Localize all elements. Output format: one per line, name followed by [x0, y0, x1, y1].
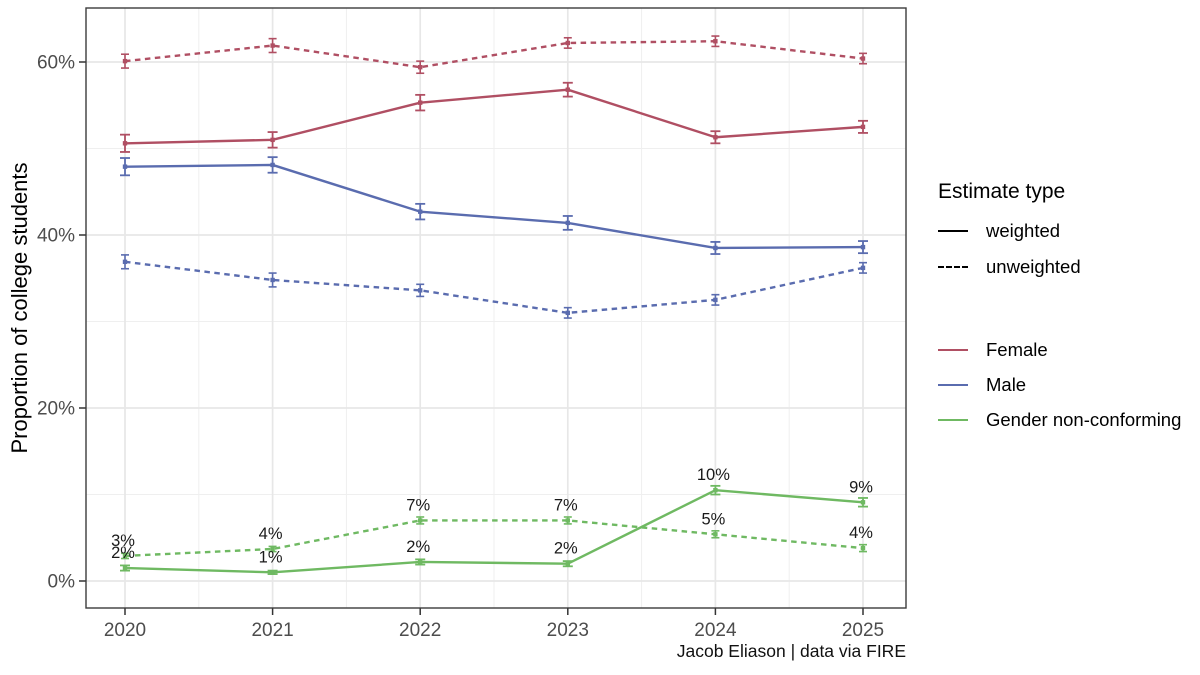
y-tick-label-60%: 60%: [37, 53, 75, 74]
data-point: [122, 565, 128, 571]
x-tick-label-2023: 2023: [547, 620, 589, 641]
series-line-male-unweighted: [124, 260, 864, 315]
y-tick-label-20%: 20%: [37, 399, 75, 420]
male-color-key-icon: [938, 384, 968, 386]
x-tick-label-2024: 2024: [694, 620, 737, 641]
legend-item-label: Female: [986, 339, 1048, 360]
solid-line-key-icon: [938, 230, 968, 232]
data-point: [122, 164, 128, 169]
data-point: [270, 43, 275, 48]
data-label: 1%: [259, 548, 283, 566]
data-point: [565, 40, 570, 46]
data-point: [122, 259, 128, 265]
series-line-female-weighted: [124, 88, 864, 145]
data-point: [418, 64, 423, 70]
gender-non-conforming-color-key-icon: [938, 419, 968, 421]
data-label: 10%: [697, 466, 730, 484]
data-point: [565, 310, 570, 316]
data-point: [713, 297, 718, 303]
data-point: [270, 546, 275, 552]
data-point: [418, 288, 423, 293]
legend-item-gender-non-conforming: Gender non-conforming: [938, 408, 1181, 432]
legend-item-female: Female: [938, 338, 1048, 362]
x-tick-label-2022: 2022: [399, 620, 441, 641]
legend-item-label: Male: [986, 374, 1027, 395]
data-point: [860, 500, 866, 505]
data-point: [713, 532, 718, 537]
data-point: [565, 561, 570, 566]
x-tick-label-2021: 2021: [251, 620, 293, 641]
data-label: 2%: [111, 544, 135, 562]
data-point: [713, 135, 718, 140]
legend-item-male: Male: [938, 373, 1026, 397]
legend-title-estimate-type: Estimate type: [938, 180, 1066, 203]
data-label: 3%: [111, 532, 135, 550]
data-point: [860, 545, 866, 551]
data-point: [713, 39, 718, 44]
legend-item-unweighted: unweighted: [938, 255, 1081, 279]
data-point: [418, 100, 423, 105]
data-point: [418, 209, 423, 214]
data-point: [860, 265, 866, 271]
y-tick-label-40%: 40%: [37, 226, 75, 247]
data-point: [860, 124, 866, 130]
series-line-gender-non-conforming-unweighted: [124, 519, 864, 558]
data-point: [565, 220, 570, 226]
legend-item-label: Gender non-conforming: [986, 409, 1182, 430]
data-point: [565, 87, 570, 92]
data-label: 9%: [849, 478, 873, 496]
data-label: 4%: [259, 525, 283, 543]
dashed-line-key-icon: [938, 266, 968, 268]
data-label: 7%: [554, 496, 578, 514]
data-point: [270, 162, 275, 168]
data-point: [565, 518, 570, 523]
data-label: 2%: [406, 538, 430, 556]
data-point: [418, 518, 423, 523]
data-point: [713, 487, 718, 493]
legend: Estimate type weighted unweighted Female…: [938, 0, 1200, 675]
data-point: [270, 570, 275, 575]
data-label: 2%: [554, 540, 578, 558]
data-point: [860, 244, 866, 250]
data-point: [860, 56, 866, 61]
data-point: [122, 553, 128, 559]
y-axis-title: Proportion of college students: [7, 162, 32, 454]
series-line-gender-non-conforming-weighted: [124, 488, 864, 574]
data-point: [122, 58, 128, 64]
legend-item-label: weighted: [986, 220, 1061, 241]
legend-item-weighted: weighted: [938, 219, 1060, 243]
x-tick-label-2020: 2020: [104, 620, 146, 641]
panel-border: [85, 7, 907, 609]
data-point: [418, 559, 423, 565]
legend-item-label: unweighted: [986, 256, 1081, 277]
chart-caption: Jacob Eliason | data via FIRE: [676, 641, 906, 661]
data-point: [713, 245, 718, 251]
data-label: 7%: [406, 496, 430, 514]
data-label: 5%: [701, 510, 725, 528]
x-tick-label-2025: 2025: [842, 620, 884, 641]
data-label: 4%: [849, 524, 873, 542]
y-tick-label-0%: 0%: [48, 572, 76, 593]
data-point: [122, 141, 128, 146]
female-color-key-icon: [938, 349, 968, 351]
series-line-male-weighted: [124, 163, 864, 250]
series-line-female-unweighted: [124, 40, 864, 69]
data-point: [270, 137, 275, 143]
data-point: [270, 277, 275, 283]
